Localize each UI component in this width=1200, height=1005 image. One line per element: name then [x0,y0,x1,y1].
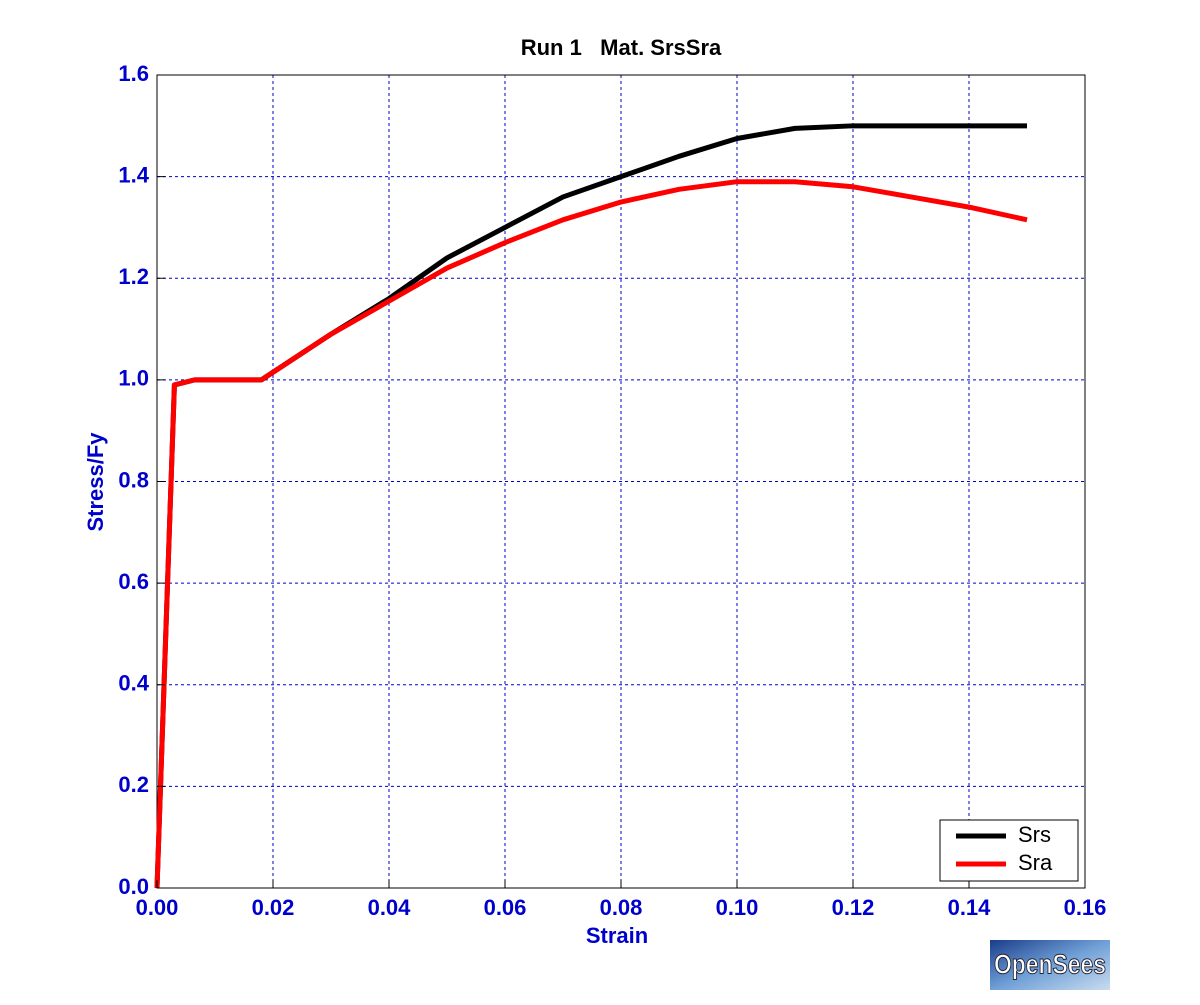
y-tick-label: 1.0 [118,366,149,391]
series-line [154,179,1028,889]
legend-label: Sra [1018,850,1053,875]
y-tick-label: 1.4 [118,162,149,187]
y-tick-label: 0.4 [118,671,149,696]
y-tick-label: 0.8 [118,467,149,492]
legend: Srs Sra [939,819,1079,882]
chart-title: Run 1 Mat. SrsSra [521,35,722,60]
y-tick-label: 1.6 [118,61,149,86]
x-tick-label: 0.08 [600,895,643,920]
x-tick-label: 0.00 [136,895,179,920]
x-tick-label: 0.16 [1064,895,1107,920]
legend-box [939,819,1079,882]
x-axis-label: Strain [586,923,648,948]
x-tick-label: 0.02 [252,895,295,920]
y-axis-label: Stress/Fy [83,432,108,532]
logo-text: OpenSees [994,948,1106,979]
x-tick-label: 0.04 [368,895,412,920]
y-tick-label: 0.6 [118,569,149,594]
y-tick-label: 1.2 [118,264,149,289]
x-tick-label: 0.14 [948,895,992,920]
logo: OpenSees [990,940,1110,990]
y-tick-label: 0.2 [118,772,149,797]
y-tick-label: 0.0 [118,874,149,899]
x-tick-label: 0.12 [832,895,875,920]
ticks: 0.00 0.02 0.04 0.06 0.08 0.10 0.12 0.14 0.16 0.0 0… [118,61,1106,920]
x-tick-label: 0.06 [484,895,527,920]
legend-label: Srs [1018,822,1051,847]
x-tick-label: 0.10 [716,895,759,920]
lines [154,123,1028,889]
logo-image [990,940,1110,990]
